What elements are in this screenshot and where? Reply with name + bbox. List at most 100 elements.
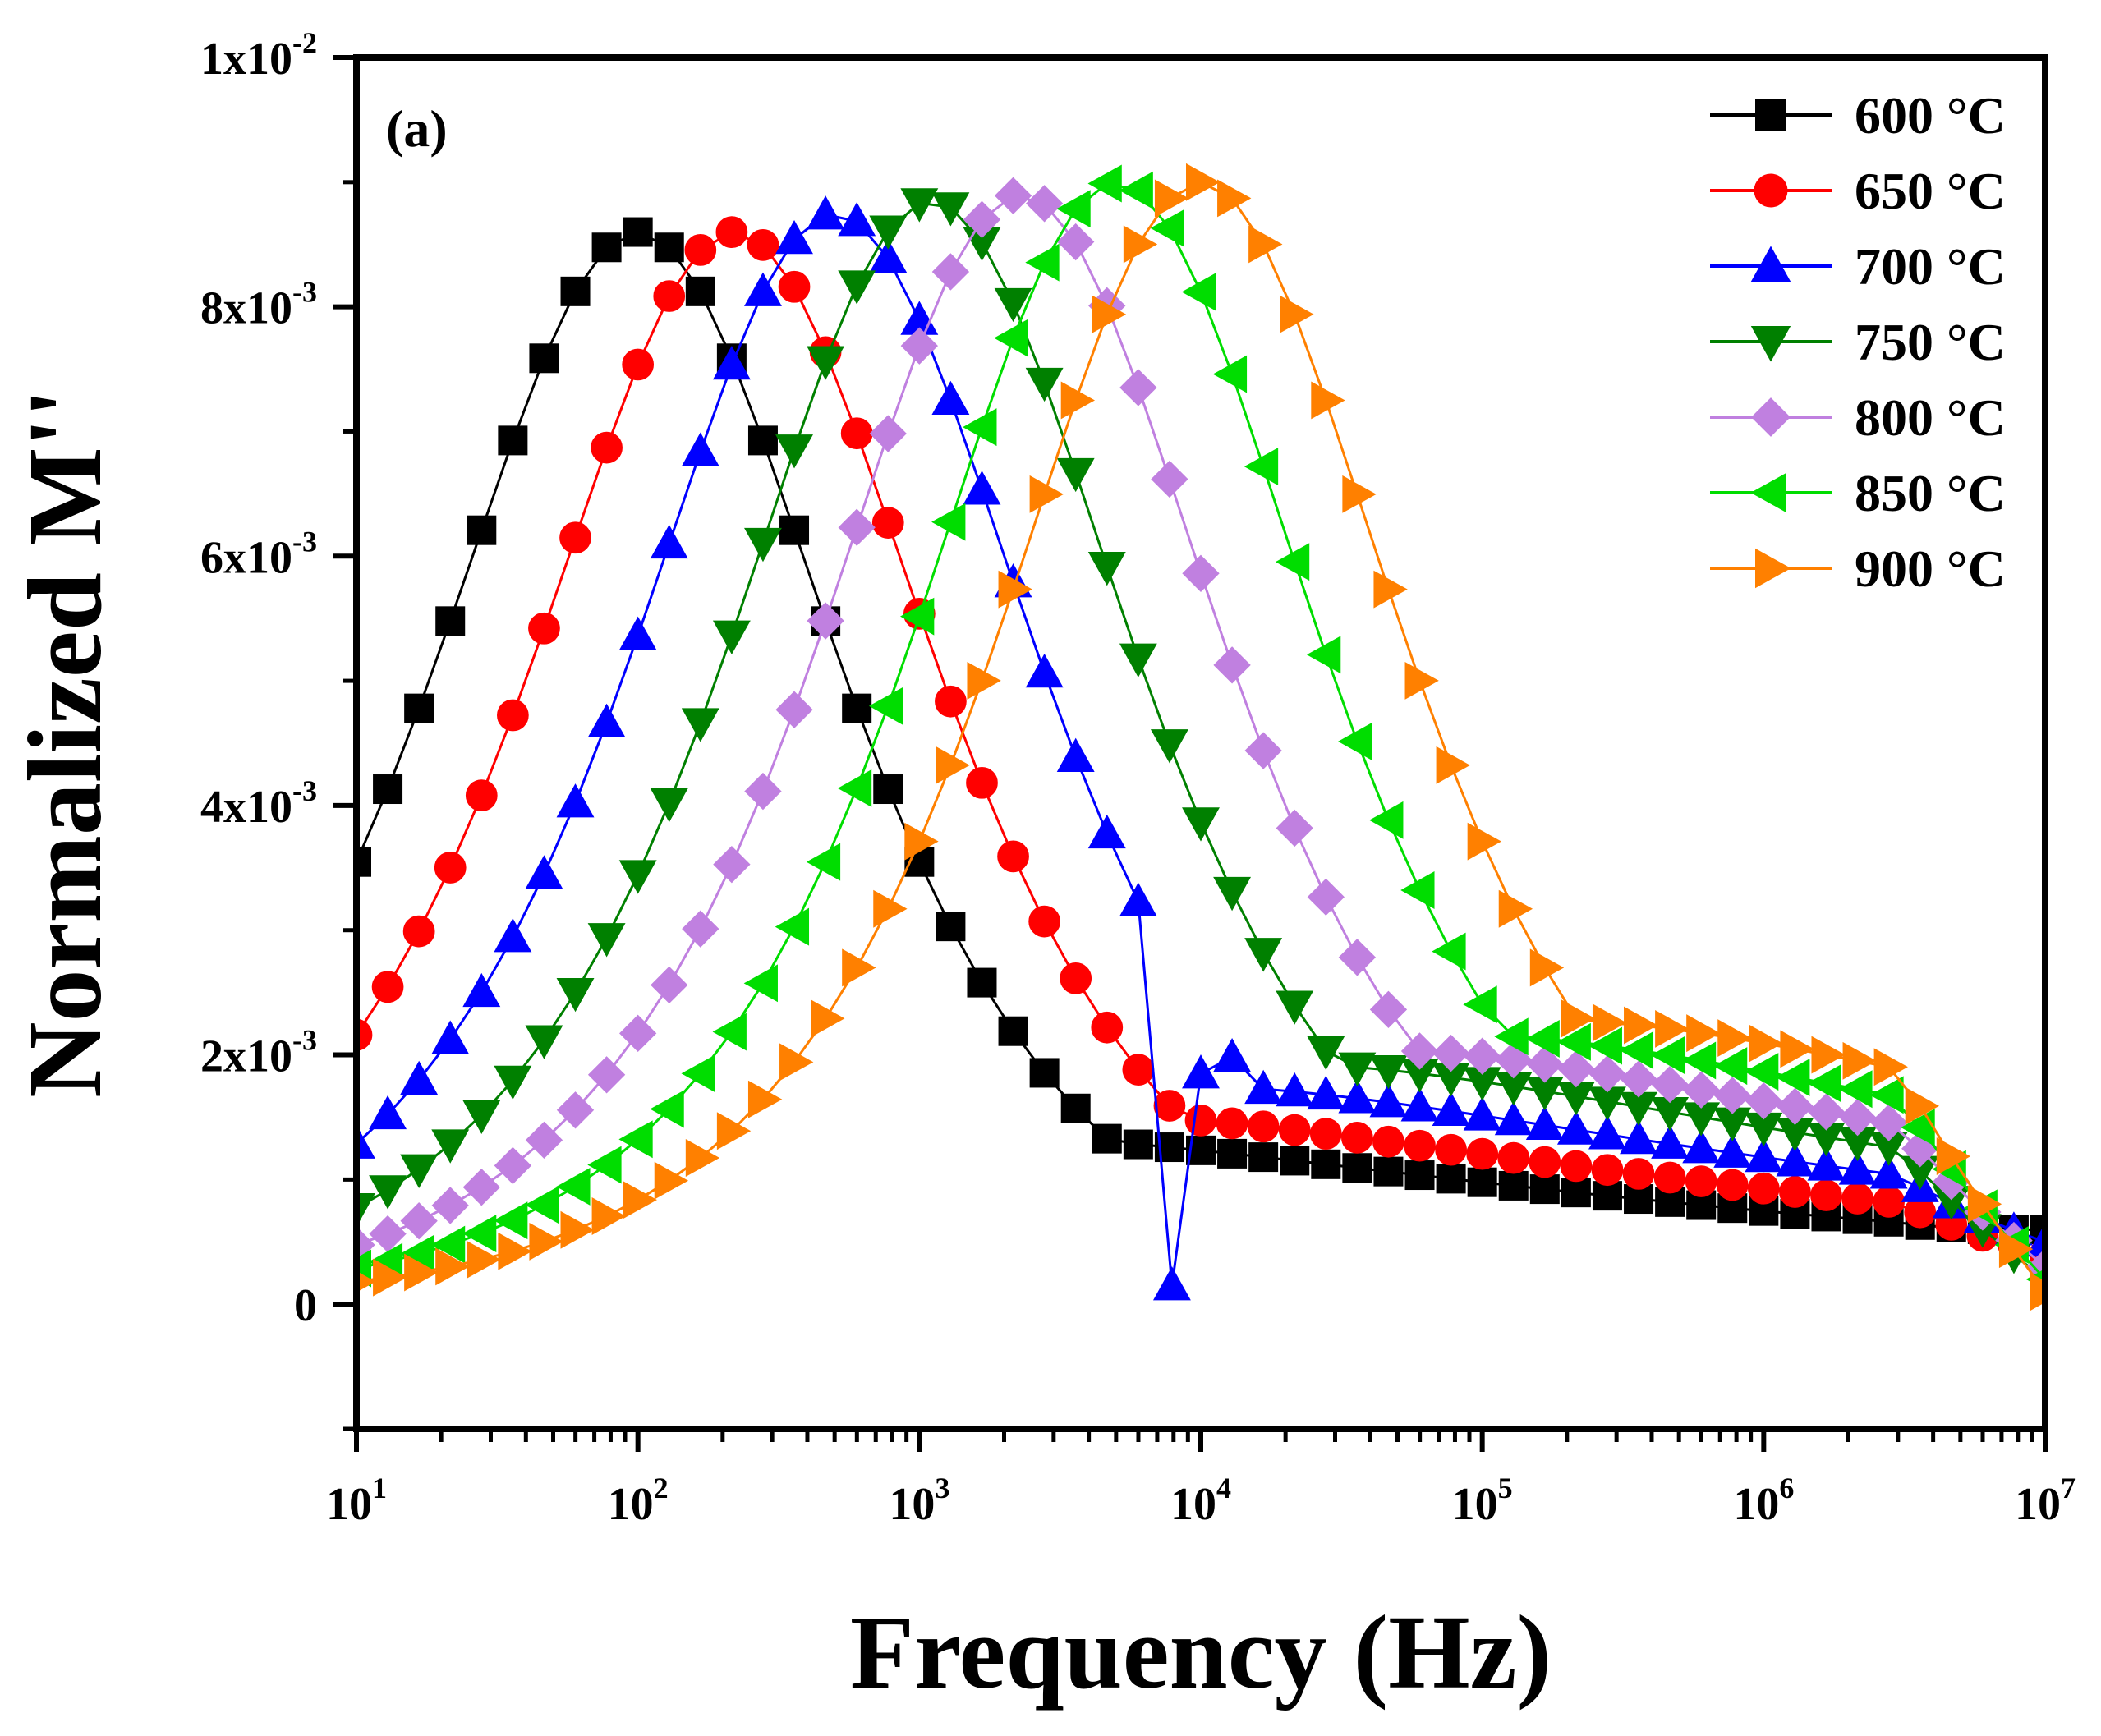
data-point (935, 685, 967, 718)
data-point (1967, 1185, 2002, 1224)
data-point (1280, 295, 1314, 333)
series-3 (356, 188, 2045, 1299)
legend-marker (1755, 548, 1791, 589)
data-point (1713, 1133, 1752, 1168)
data-point (653, 280, 686, 312)
data-point (618, 616, 657, 650)
data-point (1873, 1186, 1905, 1218)
data-point (712, 1013, 747, 1051)
data-point (1123, 225, 1158, 264)
data-point (1400, 1087, 1439, 1122)
data-point (1186, 163, 1221, 201)
data-point (966, 766, 998, 799)
data-point (371, 971, 404, 1003)
data-point (837, 769, 872, 807)
legend-marker (1750, 472, 1786, 513)
data-point (2030, 1273, 2045, 1311)
data-point (900, 327, 938, 365)
data-point (1529, 1146, 1561, 1178)
data-point (462, 1169, 500, 1206)
data-point (1369, 1083, 1408, 1118)
data-point (431, 1020, 470, 1054)
data-point (1779, 1176, 1811, 1208)
data-point (685, 1139, 720, 1177)
data-point (900, 188, 939, 223)
data-point (744, 772, 782, 811)
data-point (525, 1025, 563, 1059)
data-point (1244, 938, 1283, 972)
data-point (494, 1201, 528, 1240)
y-tick-label: 6x10-3 (200, 525, 317, 583)
data-point (1307, 878, 1345, 916)
data-point (1275, 543, 1310, 581)
data-point (1905, 1086, 1940, 1125)
data-point (430, 1225, 466, 1264)
data-point (1025, 243, 1060, 282)
data-point (1182, 807, 1220, 842)
data-point (1184, 1105, 1217, 1137)
data-point (1276, 990, 1314, 1025)
data-point (873, 774, 903, 805)
data-point (1592, 1003, 1627, 1042)
data-point (1588, 1055, 1626, 1093)
data-point (462, 972, 501, 1008)
data-point (494, 1146, 532, 1185)
data-point (963, 408, 997, 447)
data-point (1435, 1133, 1467, 1166)
data-point (1307, 1036, 1345, 1071)
legend-item-5: 850 °C (1710, 464, 2006, 522)
data-point (838, 202, 876, 237)
x-axis-title: Frequency (Hz) (850, 1594, 1552, 1711)
data-point (1436, 746, 1470, 784)
data-point (1309, 1118, 1342, 1150)
legend-label: 800 °C (1855, 388, 2006, 447)
data-point (869, 238, 908, 273)
data-point (1213, 1038, 1252, 1072)
data-point (1749, 1024, 1783, 1063)
data-point (1745, 1082, 1782, 1120)
data-point (497, 699, 529, 732)
data-point (618, 1120, 653, 1159)
data-point (838, 270, 876, 305)
data-point (900, 597, 935, 636)
data-point (1342, 1153, 1372, 1183)
data-point (681, 1054, 715, 1093)
data-point (811, 999, 845, 1038)
data-point (1686, 1014, 1721, 1053)
data-point (1432, 1091, 1470, 1126)
data-point (1869, 1076, 1904, 1114)
data-point (1873, 1048, 1908, 1086)
data-point (1373, 1156, 1404, 1187)
data-point (1525, 1105, 1564, 1141)
data-point (556, 977, 595, 1013)
data-point (1122, 1054, 1155, 1086)
legend-marker (1751, 397, 1791, 437)
data-point (1838, 1070, 1873, 1109)
data-point (775, 907, 810, 946)
data-point (994, 177, 1032, 214)
data-point (587, 1146, 622, 1184)
data-point (1311, 381, 1345, 420)
data-point (1498, 889, 1533, 928)
legend-label: 900 °C (1855, 540, 2006, 598)
data-point (404, 693, 434, 723)
data-point (525, 1121, 563, 1160)
data-point (716, 1112, 752, 1150)
legend-item-0: 600 °C (1710, 86, 2006, 145)
data-point (1373, 570, 1408, 609)
data-point (1998, 1230, 2034, 1269)
y-axis-title: Normalized M'' (7, 388, 123, 1098)
data-point (936, 912, 966, 942)
data-point (712, 620, 751, 654)
data-point (1369, 1055, 1408, 1090)
data-point (1497, 1141, 1530, 1174)
data-point (467, 1240, 501, 1279)
data-point (1466, 1137, 1499, 1170)
data-point (779, 1043, 814, 1082)
data-point (1622, 1158, 1655, 1190)
data-point (356, 1226, 375, 1264)
y-tick-label: 8x10-3 (200, 276, 317, 334)
data-point (681, 432, 719, 466)
data-point (744, 272, 782, 306)
data-point (400, 1154, 439, 1188)
